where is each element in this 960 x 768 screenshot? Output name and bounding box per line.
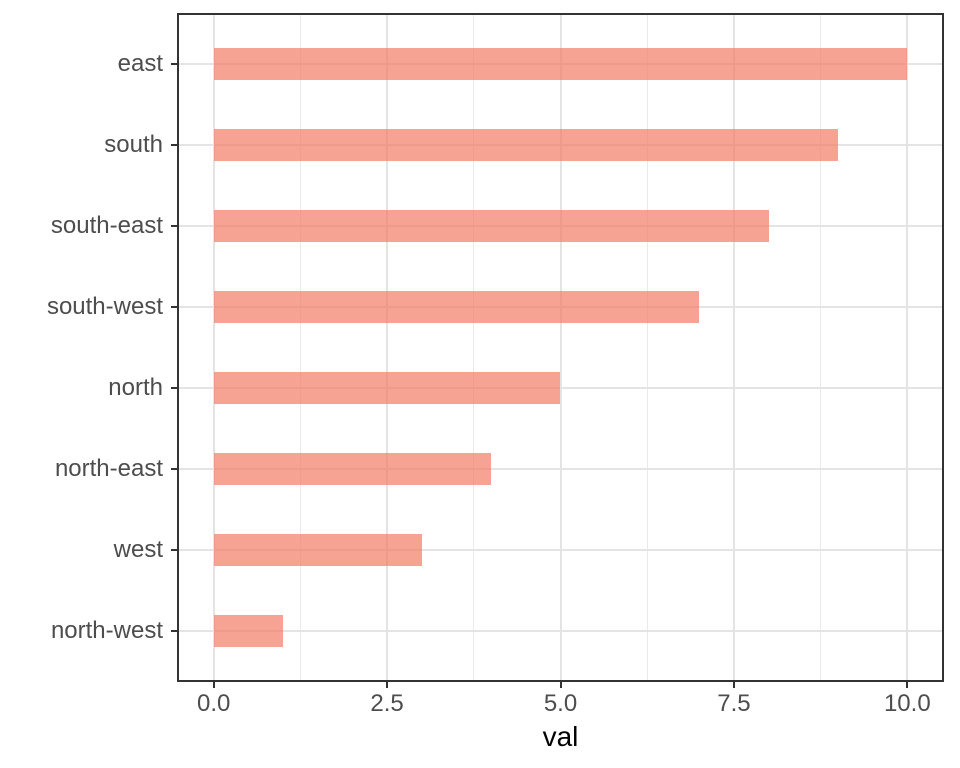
y-axis-label-west: west [113,536,163,564]
bar-north [213,372,561,405]
y-axis-tick [171,62,177,65]
bars-layer [179,15,942,680]
y-axis-label-east: east [117,49,163,77]
y-axis-tick [171,468,177,471]
y-axis-tick [171,387,177,390]
y-axis-label-north: north [108,374,163,402]
bar-west [213,534,422,567]
bar-south-east [213,209,769,242]
y-major-gridline [179,387,942,390]
x-axis-label-2.5: 2.5 [370,690,404,717]
bar-south-west [213,290,700,323]
x-axis-tick [559,682,562,688]
x-axis-label-5.0: 5.0 [543,690,578,717]
x-major-gridline [559,15,562,680]
y-major-gridline [179,630,942,633]
bar-north-west [213,615,284,648]
plot-panel [177,13,944,682]
x-axis-label-0.0: 0.0 [196,690,231,717]
bar-north-east [213,453,492,486]
x-minor-gridline [820,15,822,680]
y-axis-label-south-west: south-west [46,292,163,320]
y-axis-tick [171,224,177,227]
x-axis-label-10.0: 10.0 [883,690,931,717]
x-major-gridline [906,15,909,680]
y-major-gridline [179,468,942,471]
x-major-gridline [732,15,735,680]
x-axis-tick [212,682,215,688]
y-major-gridline [179,549,942,552]
x-minor-gridline [299,15,301,680]
y-axis-tick [171,305,177,308]
x-minor-gridline [473,15,475,680]
y-axis-tick [171,630,177,633]
x-major-gridline [386,15,389,680]
bar-east [213,47,908,80]
x-major-gridline [212,15,215,680]
y-axis-label-south: south [104,130,163,158]
y-axis-label-south-east: south-east [50,211,163,239]
x-axis-tick [386,682,389,688]
bar-south [213,128,838,161]
y-axis-label-north-west: north-west [50,617,163,645]
x-axis-tick [906,682,909,688]
x-minor-gridline [646,15,648,680]
x-axis-title: val [542,721,579,752]
x-axis-tick [732,682,735,688]
y-axis-label-north-east: north-east [54,455,163,483]
y-axis-tick [171,143,177,146]
x-axis-label-7.5: 7.5 [717,690,751,717]
y-axis-tick [171,549,177,552]
